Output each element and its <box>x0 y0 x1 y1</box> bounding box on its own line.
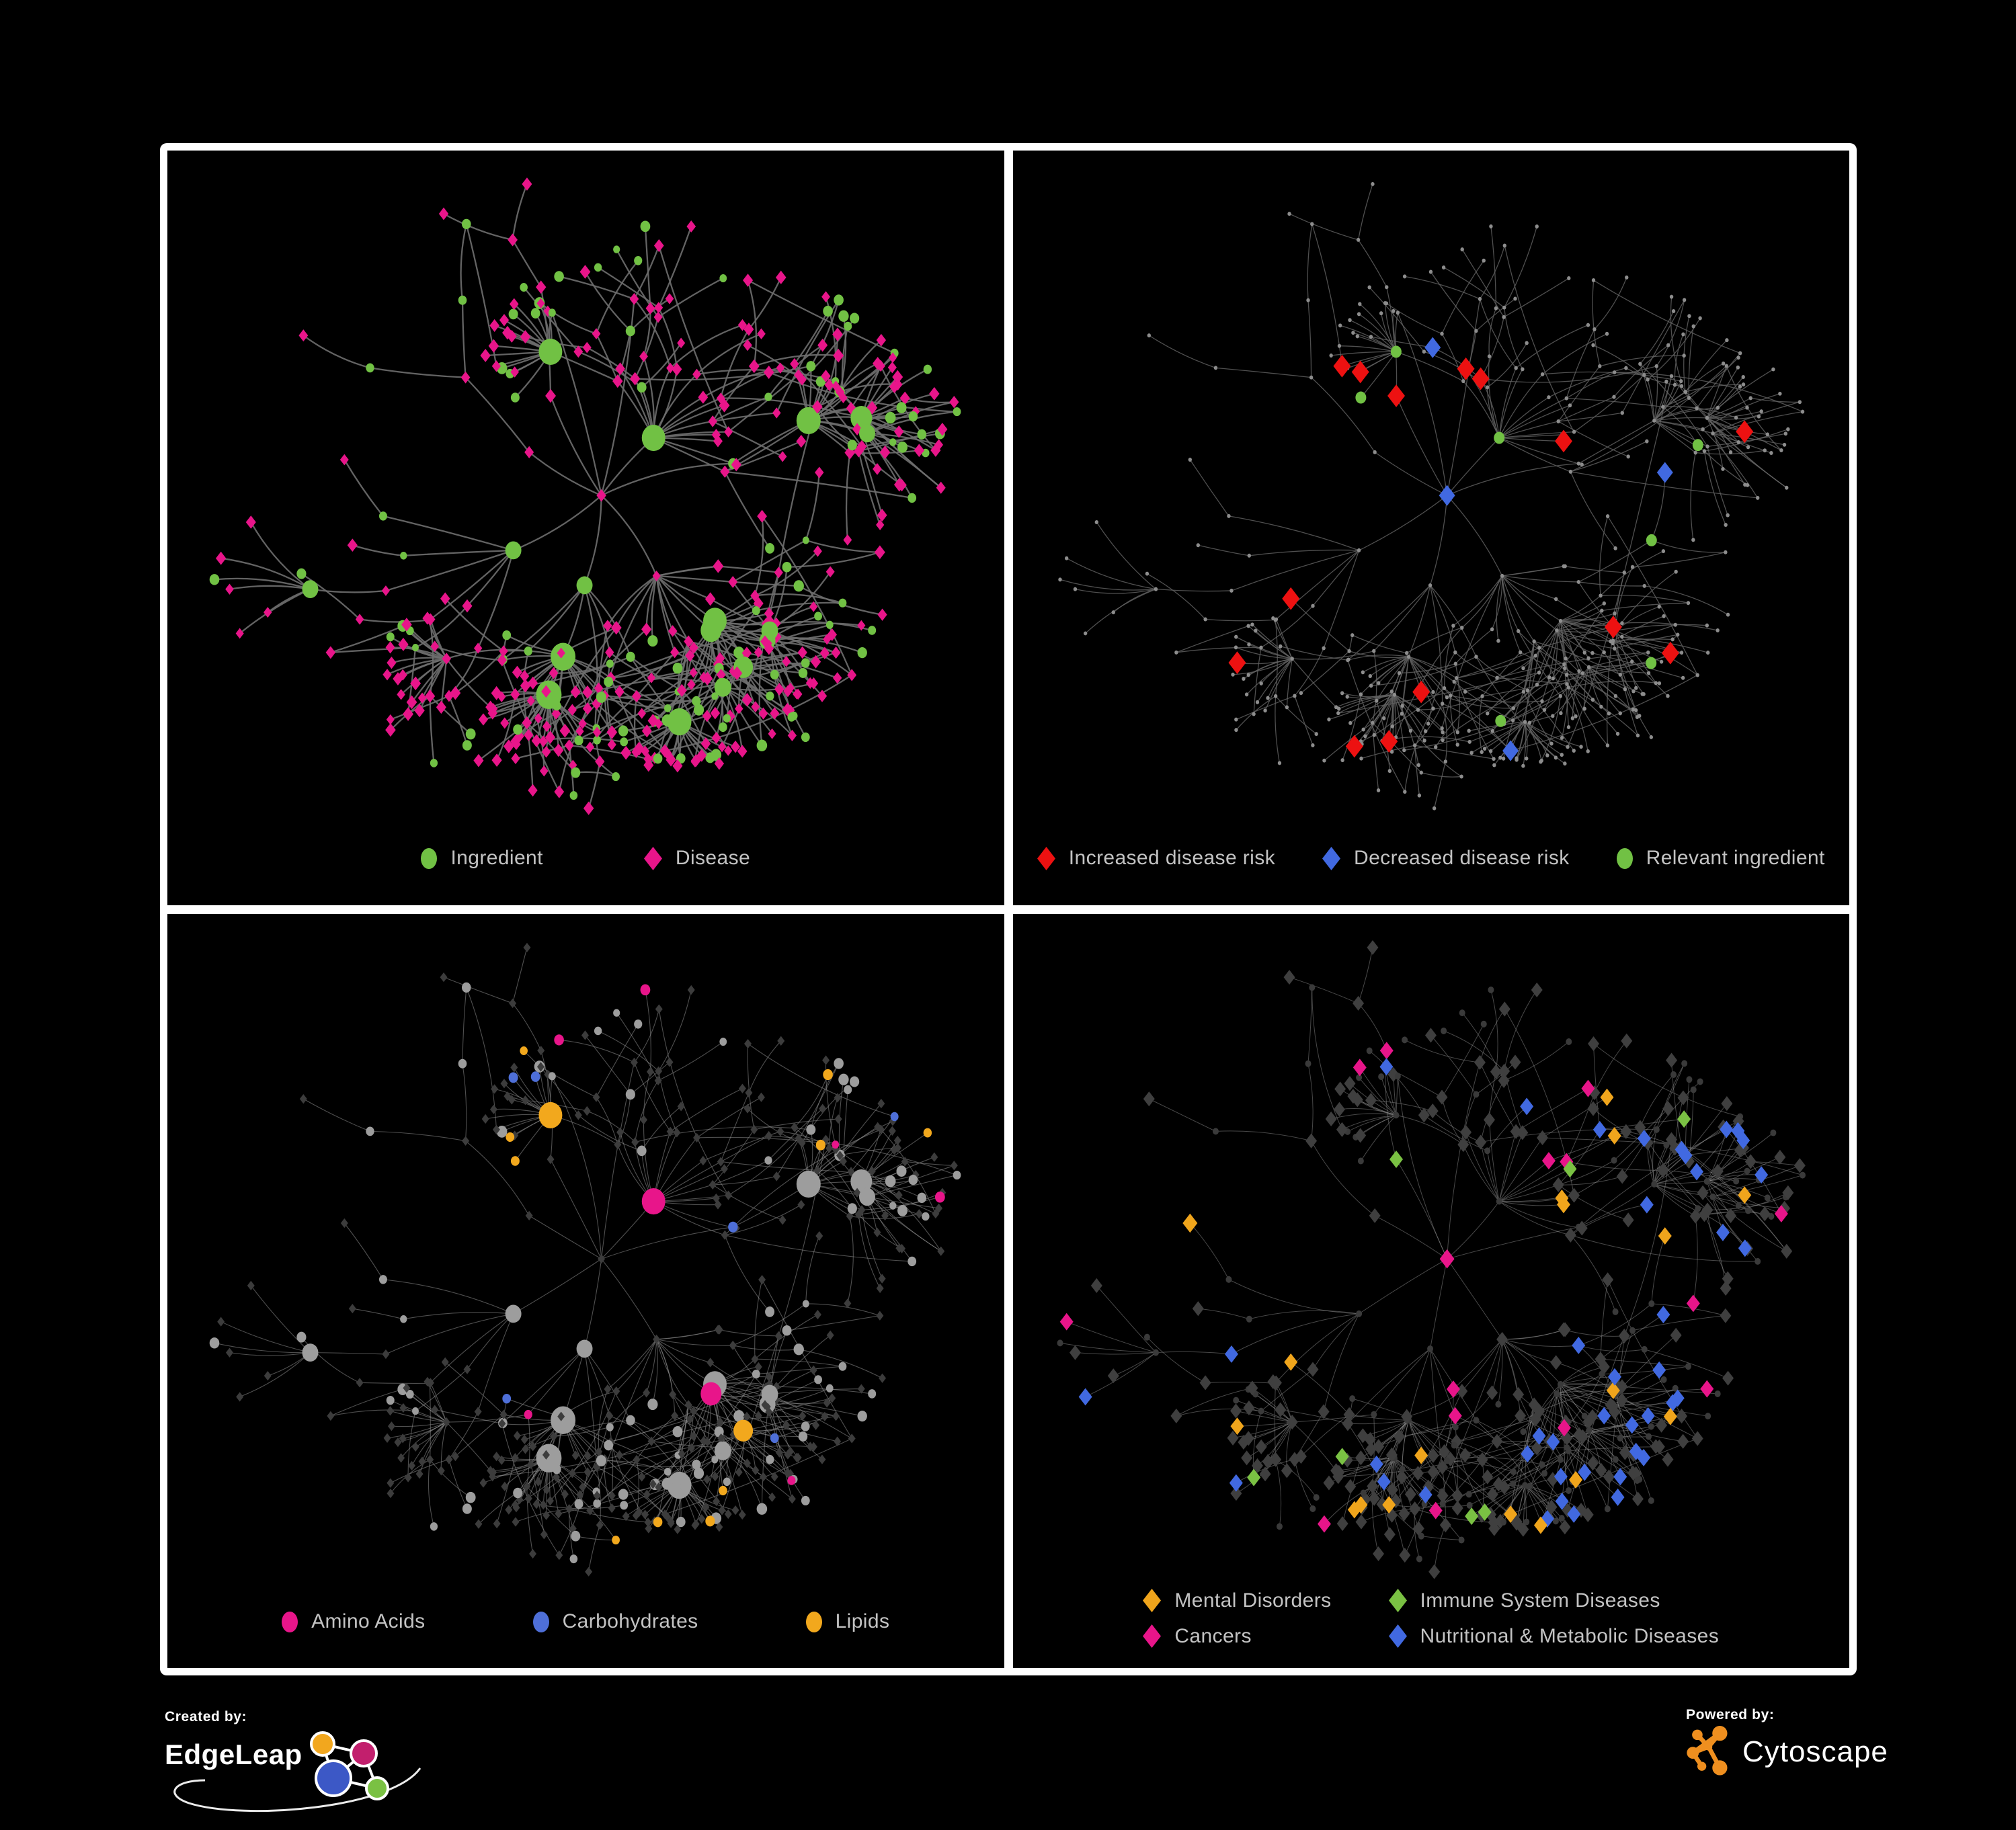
panel-ingredient-disease: Ingredient Disease <box>167 151 1004 905</box>
legend: Ingredient Disease <box>167 846 1004 870</box>
created-by-label: Created by: <box>165 1709 247 1724</box>
ingredient-swatch-icon <box>421 847 438 869</box>
cancers-swatch-icon <box>1143 1624 1162 1648</box>
relevant-ingredient-swatch-icon <box>1616 847 1633 869</box>
legend-item: Disease <box>643 846 751 870</box>
figure-grid: Ingredient Disease Increased disease ris… <box>160 143 1857 1675</box>
decreased-risk-swatch-icon <box>1322 846 1341 870</box>
legend-label: Ingredient <box>450 847 543 869</box>
legend-label: Carbohydrates <box>562 1610 698 1632</box>
legend-label: Mental Disorders <box>1174 1589 1332 1612</box>
legend-item: Ingredient <box>421 847 542 870</box>
legend-label: Relevant ingredient <box>1646 847 1825 869</box>
legend-item: Cancers <box>1143 1624 1331 1648</box>
legend-label: Decreased disease risk <box>1354 847 1570 869</box>
panel-disease-risk: Increased disease risk Decreased disease… <box>1012 151 1850 905</box>
edgeleap-wordmark: EdgeLeap <box>165 1739 303 1770</box>
lipids-swatch-icon <box>805 1611 822 1632</box>
legend-label: Amino Acids <box>311 1610 426 1632</box>
disease-swatch-icon <box>643 846 662 870</box>
legend: Mental Disorders Cancers Immune System D… <box>1013 1589 1850 1648</box>
legend-label: Increased disease risk <box>1068 847 1276 869</box>
legend-item: Increased disease risk <box>1037 846 1276 870</box>
powered-by-label: Powered by: <box>1686 1707 1775 1722</box>
legend-item: Nutritional & Metabolic Diseases <box>1388 1624 1720 1648</box>
legend-label: Nutritional & Metabolic Diseases <box>1420 1624 1720 1647</box>
legend-item: Relevant ingredient <box>1616 847 1825 870</box>
amino-acids-swatch-icon <box>282 1611 298 1632</box>
legend-item: Amino Acids <box>282 1610 425 1633</box>
edgeleap-logo-icon <box>309 1731 389 1800</box>
legend-label: Disease <box>675 847 751 869</box>
network-graph-nutrient-categories <box>209 942 961 1577</box>
mental-disorders-swatch-icon <box>1143 1589 1162 1612</box>
legend: Increased disease risk Decreased disease… <box>1013 846 1850 870</box>
panel-disease-categories: Mental Disorders Cancers Immune System D… <box>1012 913 1850 1668</box>
metabolic-diseases-swatch-icon <box>1388 1624 1407 1648</box>
created-by-block: Created by: EdgeLeap <box>165 1709 514 1813</box>
network-graph-disease-risk <box>1057 181 1804 810</box>
network-graph-ingredient-disease <box>209 177 961 815</box>
cytoscape-logo-icon <box>1687 1726 1728 1776</box>
immune-diseases-swatch-icon <box>1388 1589 1407 1612</box>
cytoscape-wordmark: Cytoscape <box>1742 1735 1888 1768</box>
legend-item: Immune System Diseases <box>1388 1589 1720 1612</box>
carbohydrates-swatch-icon <box>532 1611 549 1632</box>
legend-item: Mental Disorders <box>1143 1589 1331 1612</box>
panel-nutrient-categories: Amino Acids Carbohydrates Lipids <box>167 913 1004 1668</box>
powered-by-block: Powered by: Cytoscape <box>1686 1707 1888 1778</box>
network-graph-disease-categories <box>1056 940 1806 1579</box>
legend: Amino Acids Carbohydrates Lipids <box>167 1610 1004 1633</box>
legend-item: Carbohydrates <box>532 1610 698 1633</box>
legend-item: Lipids <box>805 1610 890 1633</box>
increased-risk-swatch-icon <box>1037 846 1055 870</box>
legend-label: Lipids <box>835 1610 890 1632</box>
legend-label: Cancers <box>1174 1624 1252 1647</box>
legend-label: Immune System Diseases <box>1420 1589 1660 1612</box>
legend-item: Decreased disease risk <box>1322 846 1570 870</box>
